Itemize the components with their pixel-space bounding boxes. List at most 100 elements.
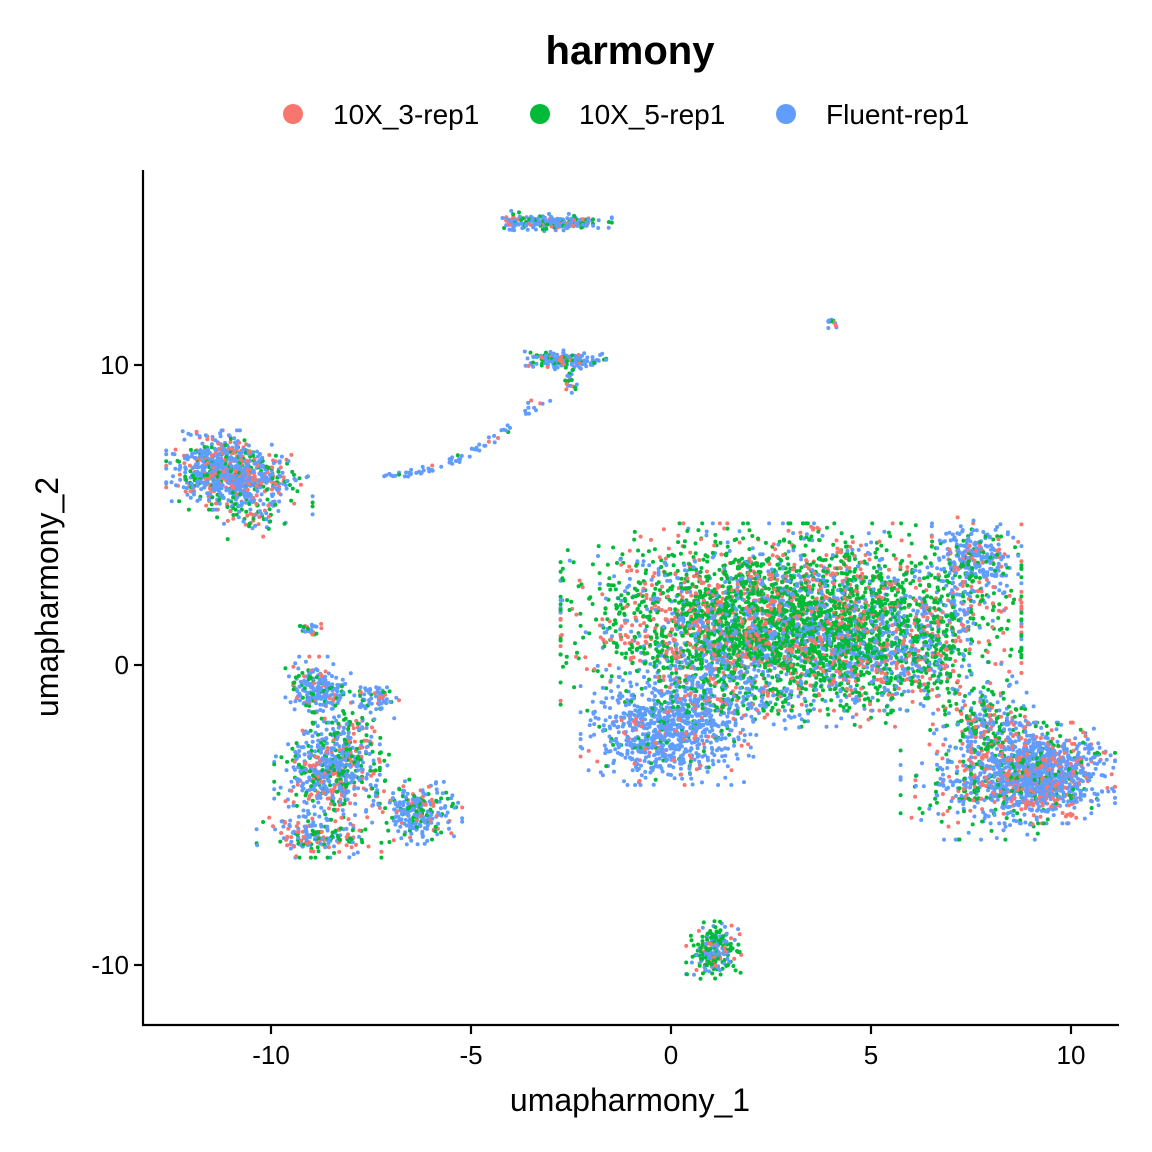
point-10x5 xyxy=(891,553,896,558)
point-10x5 xyxy=(691,943,696,948)
point-fluent xyxy=(405,791,410,796)
point-10x5 xyxy=(558,594,563,599)
point-10x5 xyxy=(873,685,878,690)
point-fluent xyxy=(286,804,291,809)
point-fluent xyxy=(618,696,623,701)
point-10x3 xyxy=(957,692,962,696)
point-fluent xyxy=(523,363,528,368)
point-fluent xyxy=(898,707,903,712)
point-10x5 xyxy=(717,567,722,572)
point-10x5 xyxy=(310,504,315,509)
point-10x3 xyxy=(644,596,649,601)
point-10x5 xyxy=(741,521,746,526)
point-10x5 xyxy=(670,699,675,704)
point-fluent xyxy=(409,838,414,843)
point-fluent xyxy=(941,772,945,777)
point-fluent xyxy=(645,669,650,674)
legend-item-fluent: Fluent-rep1 xyxy=(776,99,969,130)
point-10x3 xyxy=(625,569,630,574)
point-10x3 xyxy=(910,689,915,694)
point-10x5 xyxy=(832,521,837,526)
point-10x5 xyxy=(826,712,831,717)
point-fluent xyxy=(935,762,939,767)
point-fluent xyxy=(164,448,169,453)
point-10x3 xyxy=(1019,559,1024,564)
point-10x5 xyxy=(798,690,803,695)
point-10x3 xyxy=(538,401,543,406)
point-10x5 xyxy=(818,606,822,611)
point-10x5 xyxy=(290,746,295,751)
point-10x5 xyxy=(961,759,966,764)
point-fluent xyxy=(602,704,607,709)
point-10x5 xyxy=(1003,837,1008,842)
point-10x3 xyxy=(397,698,401,703)
point-fluent xyxy=(567,558,572,563)
point-fluent xyxy=(441,779,446,784)
legend-label-10x5: 10X_5-rep1 xyxy=(579,99,725,130)
point-10x5 xyxy=(850,534,855,539)
point-fluent xyxy=(604,696,609,701)
point-10x5 xyxy=(825,525,829,530)
point-10x5 xyxy=(811,583,816,588)
point-fluent xyxy=(906,689,911,694)
point-fluent xyxy=(621,721,626,726)
point-10x5 xyxy=(242,438,247,443)
point-10x3 xyxy=(824,553,829,558)
point-10x3 xyxy=(946,824,951,829)
point-fluent xyxy=(254,827,259,832)
point-fluent xyxy=(646,697,651,702)
point-fluent xyxy=(1111,765,1116,770)
point-10x3 xyxy=(267,815,272,820)
point-10x5 xyxy=(738,970,743,975)
point-fluent xyxy=(704,529,709,534)
point-10x3 xyxy=(976,640,981,645)
point-10x5 xyxy=(300,671,305,675)
point-fluent xyxy=(797,713,802,717)
point-fluent xyxy=(278,785,283,790)
point-10x3 xyxy=(426,784,431,789)
point-fluent xyxy=(652,753,656,758)
point-10x3 xyxy=(1070,741,1075,746)
point-fluent xyxy=(1051,813,1056,818)
point-fluent xyxy=(932,731,936,736)
point-fluent xyxy=(286,742,291,747)
point-10x5 xyxy=(718,972,723,977)
point-10x5 xyxy=(713,976,718,981)
point-10x5 xyxy=(743,691,748,696)
point-10x5 xyxy=(674,670,679,675)
point-10x3 xyxy=(707,583,711,588)
point-fluent xyxy=(748,745,753,750)
point-10x5 xyxy=(862,703,866,708)
point-10x3 xyxy=(819,563,823,568)
point-fluent xyxy=(616,666,621,671)
point-10x5 xyxy=(1055,722,1060,727)
point-10x5 xyxy=(858,673,863,678)
point-fluent xyxy=(403,817,408,822)
point-fluent xyxy=(735,578,740,583)
point-fluent xyxy=(239,500,244,505)
point-fluent xyxy=(277,499,282,504)
point-fluent xyxy=(751,754,756,759)
point-fluent xyxy=(588,734,593,739)
point-fluent xyxy=(620,678,625,683)
point-10x5 xyxy=(272,779,277,784)
point-10x3 xyxy=(578,754,583,759)
point-fluent xyxy=(387,471,392,476)
point-10x5 xyxy=(558,569,563,574)
point-10x3 xyxy=(564,387,569,392)
point-fluent xyxy=(772,666,777,671)
point-fluent xyxy=(289,839,294,844)
point-10x3 xyxy=(782,654,787,659)
point-fluent xyxy=(707,969,712,974)
point-10x5 xyxy=(690,660,695,665)
point-fluent xyxy=(368,765,373,770)
point-10x3 xyxy=(679,772,684,777)
point-10x3 xyxy=(310,816,315,821)
point-10x5 xyxy=(367,794,371,799)
point-10x5 xyxy=(632,537,637,542)
point-10x5 xyxy=(995,634,1000,639)
point-fluent xyxy=(592,691,597,696)
point-10x5 xyxy=(373,768,378,773)
point-fluent xyxy=(955,810,960,815)
